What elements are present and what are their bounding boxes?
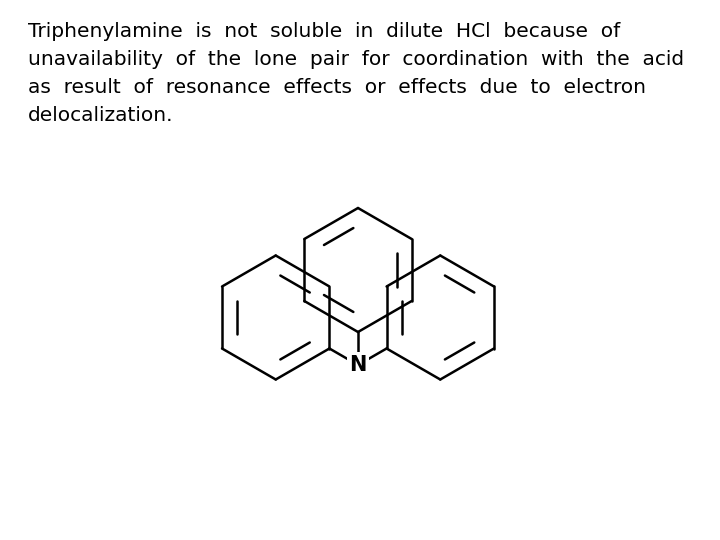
Text: as  result  of  resonance  effects  or  effects  due  to  electron: as result of resonance effects or effect… [28, 78, 646, 97]
Text: N: N [349, 355, 366, 375]
Text: unavailability  of  the  lone  pair  for  coordination  with  the  acid: unavailability of the lone pair for coor… [28, 50, 684, 69]
Text: Triphenylamine  is  not  soluble  in  dilute  HCl  because  of: Triphenylamine is not soluble in dilute … [28, 22, 620, 41]
Text: delocalization.: delocalization. [28, 106, 174, 125]
